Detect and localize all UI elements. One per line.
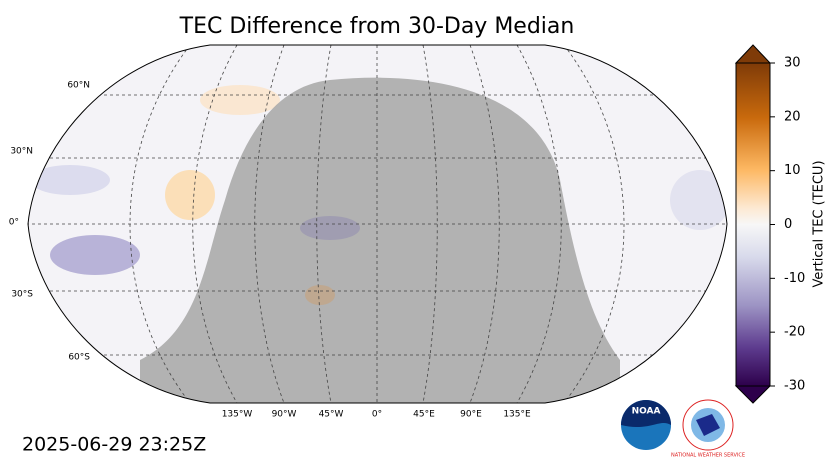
lat-label: 60°N: [67, 81, 90, 91]
lat-label: 30°S: [11, 290, 33, 300]
timestamp: 2025-06-29 23:25Z: [22, 434, 206, 456]
colorbar-tick-label: 30: [784, 56, 801, 71]
lon-label: 45°E: [413, 410, 435, 420]
lat-label: 60°S: [68, 353, 90, 363]
noaa-logo: NOAA: [621, 400, 671, 450]
lon-label: 90°E: [460, 410, 482, 420]
noaa-text: NOAA: [632, 407, 661, 417]
map: [28, 45, 727, 403]
lon-label: 135°E: [503, 410, 531, 420]
lon-label: 135°W: [222, 410, 253, 420]
lat-label: 30°N: [10, 147, 33, 157]
lat-labels: 60°N 30°N 0° 30°S 60°S: [9, 81, 91, 363]
map-outline: [27, 44, 728, 404]
colorbar-tick-label: -20: [784, 325, 805, 340]
colorbar-tick-label: -30: [784, 379, 805, 394]
lon-label: 45°W: [319, 410, 344, 420]
lat-label: 0°: [9, 218, 19, 228]
colorbar-tick-label: 0: [784, 217, 792, 232]
nws-logo: NATIONAL WEATHER SERVICE: [671, 399, 745, 459]
colorbar-tick-label: -10: [784, 271, 805, 286]
colorbar-tick-label: 10: [784, 163, 801, 178]
nws-text: NATIONAL WEATHER SERVICE: [671, 453, 745, 459]
title: TEC Difference from 30-Day Median: [179, 14, 575, 39]
lon-label: 0°: [372, 410, 382, 420]
lon-labels: 135°W 90°W 45°W 0° 45°E 90°E 135°E: [222, 410, 531, 420]
colorbar: -30 -20 -10 0 10 20 30: [734, 44, 805, 404]
colorbar-label: Vertical TEC (TECU): [812, 160, 827, 287]
lon-label: 90°W: [272, 410, 297, 420]
colorbar-tick-label: 20: [784, 109, 801, 124]
